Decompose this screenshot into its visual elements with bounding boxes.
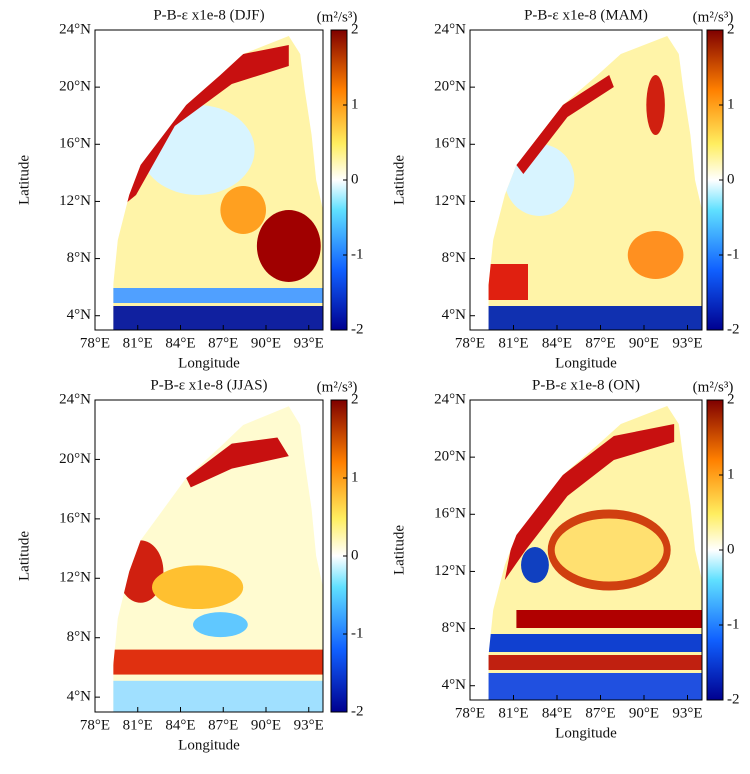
y-tick-label: 8°N: [442, 620, 466, 636]
plot-frame: [469, 29, 703, 331]
plot-frame: [469, 399, 703, 701]
x-tick-label: 93°E: [294, 335, 324, 351]
colorbar-tick-label: 1: [351, 96, 359, 112]
y-tick-label: 8°N: [67, 250, 91, 266]
x-tick-label: 90°E: [629, 335, 659, 351]
colorbar-tick-label: 0: [351, 547, 359, 563]
x-tick-label: 84°E: [165, 335, 195, 351]
y-axis-label: Latitude: [391, 155, 407, 205]
x-tick-label: 90°E: [629, 705, 659, 721]
y-tick-label: 16°N: [434, 506, 466, 522]
y-tick-label: 4°N: [67, 689, 91, 705]
colorbar-tick-label: 2: [727, 21, 735, 37]
x-tick-label: 78°E: [455, 705, 485, 721]
x-tick-label: 87°E: [585, 705, 615, 721]
x-axis-label: Longitude: [178, 737, 240, 753]
x-axis-label: Longitude: [555, 725, 617, 741]
y-tick-label: 4°N: [442, 307, 466, 323]
colorbar-tick-label: -2: [727, 321, 740, 337]
panel-title: P-B-ε x1e-8 (MAM): [524, 7, 648, 23]
y-tick-label: 16°N: [59, 510, 91, 526]
colorbar-tick-label: 0: [351, 171, 359, 187]
y-tick-label: 12°N: [59, 193, 91, 209]
y-tick-label: 8°N: [67, 629, 91, 645]
x-tick-label: 87°E: [208, 335, 238, 351]
y-tick-label: 20°N: [59, 79, 91, 95]
y-tick-label: 16°N: [434, 136, 466, 152]
x-tick-label: 87°E: [585, 335, 615, 351]
y-tick-label: 4°N: [67, 307, 91, 323]
y-axis-label: Latitude: [16, 155, 32, 205]
colorbar-tick-label: 1: [351, 469, 359, 485]
x-tick-label: 84°E: [165, 717, 195, 733]
y-axis-label: Latitude: [391, 525, 407, 575]
colorbar-tick-label: -1: [727, 246, 740, 262]
x-tick-label: 90°E: [251, 717, 281, 733]
colorbar-tick-label: 1: [727, 466, 735, 482]
x-tick-label: 78°E: [80, 717, 110, 733]
y-tick-label: 24°N: [434, 21, 466, 37]
colorbar-tick-label: -1: [351, 246, 364, 262]
x-tick-label: 78°E: [455, 335, 485, 351]
x-tick-label: 78°E: [80, 335, 110, 351]
x-axis-label: Longitude: [555, 355, 617, 371]
colorbar-tick-label: -1: [727, 616, 740, 632]
colorbar-tick-label: 2: [727, 391, 735, 407]
panel-title: P-B-ε x1e-8 (JJAS): [150, 377, 267, 393]
x-tick-label: 93°E: [672, 705, 702, 721]
colorbar-tick-label: -2: [351, 703, 364, 719]
plot-frame: [94, 29, 324, 331]
colorbar-tick-label: 2: [351, 21, 359, 37]
y-tick-label: 24°N: [434, 391, 466, 407]
field-mam: [488, 36, 702, 330]
colorbar-tick-label: 0: [727, 171, 735, 187]
colorbar-tick-label: -1: [351, 625, 364, 641]
colorbar-label: (m²/s³): [693, 9, 734, 25]
field-djf: [113, 36, 323, 330]
y-tick-label: 16°N: [59, 136, 91, 152]
x-tick-label: 84°E: [542, 335, 572, 351]
colorbar-label: (m²/s³): [317, 9, 358, 25]
x-tick-label: 81°E: [123, 335, 153, 351]
field-on: [488, 406, 702, 700]
y-tick-label: 20°N: [434, 449, 466, 465]
x-tick-label: 84°E: [542, 705, 572, 721]
panel-title: P-B-ε x1e-8 (DJF): [153, 7, 264, 23]
plot-frame: [94, 399, 324, 713]
y-tick-label: 24°N: [59, 391, 91, 407]
x-tick-label: 81°E: [123, 717, 153, 733]
y-axis-label: Latitude: [16, 531, 32, 581]
y-tick-label: 12°N: [434, 563, 466, 579]
y-tick-label: 20°N: [59, 451, 91, 467]
field-jjas: [113, 406, 323, 712]
x-tick-label: 87°E: [208, 717, 238, 733]
x-axis-label: Longitude: [178, 355, 240, 371]
y-tick-label: 20°N: [434, 79, 466, 95]
colorbar-tick-label: -2: [351, 321, 364, 337]
y-tick-label: 24°N: [59, 21, 91, 37]
x-tick-label: 93°E: [294, 717, 324, 733]
panel-title: P-B-ε x1e-8 (ON): [532, 377, 640, 393]
y-tick-label: 8°N: [442, 250, 466, 266]
x-tick-label: 90°E: [251, 335, 281, 351]
colorbar-label: (m²/s³): [317, 379, 358, 395]
colorbar-tick-label: 1: [727, 96, 735, 112]
colorbar-tick-label: 2: [351, 391, 359, 407]
colorbar-tick-label: 0: [727, 541, 735, 557]
colorbar-tick-label: -2: [727, 691, 740, 707]
x-tick-label: 81°E: [498, 705, 528, 721]
y-tick-label: 12°N: [59, 570, 91, 586]
y-tick-label: 12°N: [434, 193, 466, 209]
x-tick-label: 81°E: [498, 335, 528, 351]
x-tick-label: 93°E: [672, 335, 702, 351]
colorbar-label: (m²/s³): [693, 379, 734, 395]
y-tick-label: 4°N: [442, 677, 466, 693]
